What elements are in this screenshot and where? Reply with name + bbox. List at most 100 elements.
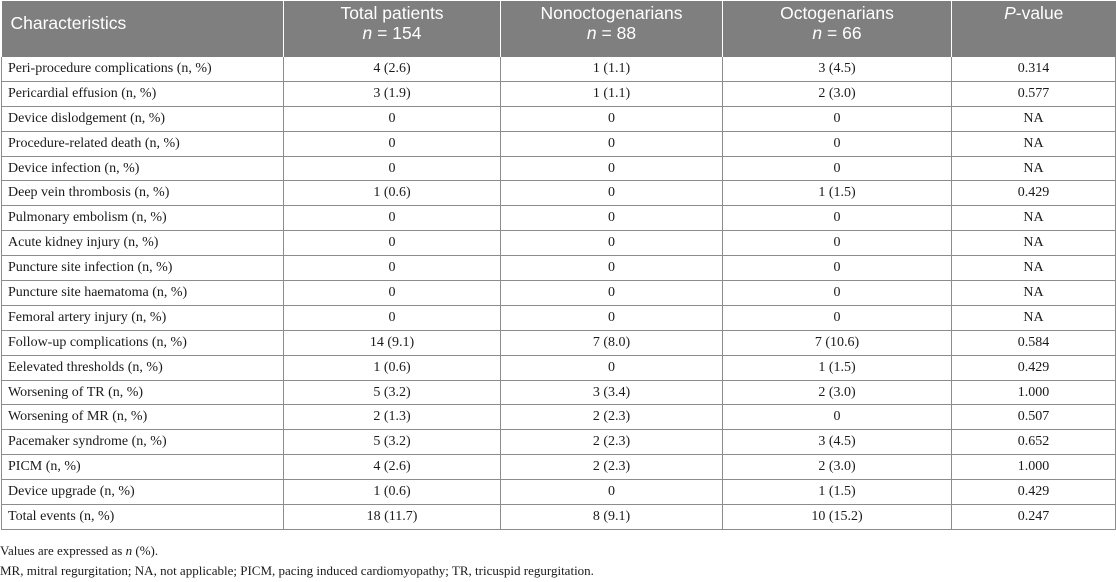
header-characteristics: Characteristics <box>1 1 284 57</box>
row-label: Puncture site infection (n, %) <box>1 255 284 282</box>
row-label: Pericardial effusion (n, %) <box>1 80 284 107</box>
nonoctogenarian-cell: 0 <box>500 280 723 306</box>
octogenarian-cell: 7 (10.6) <box>722 329 952 356</box>
p-value-cell: 1.000 <box>951 454 1116 481</box>
octogenarian-cell: 2 (3.0) <box>722 80 952 107</box>
nonoctogenarian-cell: 1 (1.1) <box>500 80 723 107</box>
row-label: Peri-procedure complications (n, %) <box>1 57 284 82</box>
octogenarian-cell: 0 <box>722 404 952 431</box>
table-row: Puncture site infection (n, %) 0 0 0 NA <box>1 255 1116 282</box>
p-value-cell: 0.314 <box>951 57 1116 82</box>
nonoctogenarian-cell: 0 <box>500 155 723 182</box>
nonoctogenarian-cell: 3 (3.4) <box>500 379 723 406</box>
p-value-cell: NA <box>951 130 1116 157</box>
octogenarian-cell: 1 (1.5) <box>722 479 952 506</box>
table-row: PICM (n, %) 4 (2.6) 2 (2.3) 2 (3.0) 1.000 <box>1 454 1116 481</box>
octogenarian-cell: 0 <box>722 230 952 257</box>
table-row: Peri-procedure complications (n, %) 4 (2.… <box>1 57 1116 82</box>
octogenarian-cell: 3 (4.5) <box>722 57 952 82</box>
total-cell: 18 (11.7) <box>283 504 501 530</box>
header-octogenarians: Octogenarians n = 66 <box>722 1 952 57</box>
octogenarian-cell: 0 <box>722 304 952 331</box>
row-label: Follow-up complications (n, %) <box>1 329 284 356</box>
p-value-cell: 1.000 <box>951 379 1116 406</box>
nonoctogenarian-cell: 0 <box>500 130 723 157</box>
row-label: Device infection (n, %) <box>1 155 284 182</box>
table-row: Femoral artery injury (n, %) 0 0 0 NA <box>1 304 1116 331</box>
total-cell: 14 (9.1) <box>283 329 501 356</box>
total-cell: 4 (2.6) <box>283 57 501 82</box>
total-cell: 5 (3.2) <box>283 379 501 406</box>
nonoctogenarian-cell: 2 (2.3) <box>500 404 723 431</box>
nonoctogenarian-cell: 0 <box>500 354 723 381</box>
header-p-value: P-value <box>951 1 1116 57</box>
p-value-cell: 0.429 <box>951 479 1116 506</box>
p-value-cell: NA <box>951 105 1116 132</box>
table-row: Device infection (n, %) 0 0 0 NA <box>1 155 1116 182</box>
table-row: Acute kidney injury (n, %) 0 0 0 NA <box>1 230 1116 257</box>
row-label: PICM (n, %) <box>1 454 284 481</box>
octogenarian-cell: 0 <box>722 280 952 306</box>
table-body: Peri-procedure complications (n, %) 4 (2.… <box>1 57 1116 530</box>
octogenarian-cell: 3 (4.5) <box>722 429 952 456</box>
octogenarian-cell: 0 <box>722 155 952 182</box>
row-label: Femoral artery injury (n, %) <box>1 304 284 331</box>
octogenarian-cell: 10 (15.2) <box>722 504 952 530</box>
table-row: Worsening of MR (n, %) 2 (1.3) 2 (2.3) 0 0.5… <box>1 404 1116 431</box>
octogenarian-cell: 1 (1.5) <box>722 354 952 381</box>
total-cell: 0 <box>283 155 501 182</box>
table-row: Worsening of TR (n, %) 5 (3.2) 3 (3.4) 2 (3… <box>1 379 1116 406</box>
table-header: Characteristics Total patients n = 154 N… <box>1 1 1116 57</box>
abbreviations-note: MR, mitral regurgitation; NA, not applic… <box>0 563 594 578</box>
table-row: Device dislodgement (n, %) 0 0 0 NA <box>1 105 1116 132</box>
table-row: Device upgrade (n, %) 1 (0.6) 0 1 (1.5) 0.42… <box>1 479 1116 506</box>
row-label: Pacemaker syndrome (n, %) <box>1 429 284 456</box>
nonoctogenarian-cell: 2 (2.3) <box>500 429 723 456</box>
row-label: Procedure-related death (n, %) <box>1 130 284 157</box>
total-cell: 1 (0.6) <box>283 180 501 207</box>
p-value-cell: NA <box>951 205 1116 232</box>
nonoctogenarian-cell: 0 <box>500 105 723 132</box>
header-nonoctogenarians: Nonoctogenarians n = 88 <box>500 1 723 57</box>
total-cell: 0 <box>283 130 501 157</box>
p-value-cell: 0.507 <box>951 404 1116 431</box>
nonoctogenarian-cell: 0 <box>500 255 723 282</box>
nonoctogenarian-cell: 0 <box>500 304 723 331</box>
p-value-cell: 0.247 <box>951 504 1116 530</box>
total-cell: 0 <box>283 230 501 257</box>
table-notes: Values are expressed as n (%). MR, mitra… <box>0 541 594 581</box>
table-row: Pericardial effusion (n, %) 3 (1.9) 1 (1.1… <box>1 80 1116 107</box>
total-cell: 0 <box>283 255 501 282</box>
header-row: Characteristics Total patients n = 154 N… <box>1 1 1116 57</box>
octogenarian-cell: 1 (1.5) <box>722 180 952 207</box>
total-cell: 0 <box>283 280 501 306</box>
nonoctogenarian-cell: 0 <box>500 180 723 207</box>
values-note: Values are expressed as n (%). <box>0 543 159 558</box>
row-label: Device upgrade (n, %) <box>1 479 284 506</box>
nonoctogenarian-cell: 0 <box>500 205 723 232</box>
total-cell: 5 (3.2) <box>283 429 501 456</box>
total-cell: 1 (0.6) <box>283 354 501 381</box>
octogenarian-cell: 2 (3.0) <box>722 379 952 406</box>
total-cell: 3 (1.9) <box>283 80 501 107</box>
p-value-cell: 0.429 <box>951 354 1116 381</box>
row-label: Total events (n, %) <box>1 504 284 530</box>
row-label: Pulmonary embolism (n, %) <box>1 205 284 232</box>
p-value-cell: NA <box>951 255 1116 282</box>
p-value-cell: NA <box>951 155 1116 182</box>
octogenarian-cell: 2 (3.0) <box>722 454 952 481</box>
total-cell: 0 <box>283 205 501 232</box>
total-cell: 4 (2.6) <box>283 454 501 481</box>
nonoctogenarian-cell: 2 (2.3) <box>500 454 723 481</box>
row-label: Acute kidney injury (n, %) <box>1 230 284 257</box>
table-row: Total events (n, %) 18 (11.7) 8 (9.1) 10 (1… <box>1 504 1116 530</box>
row-label: Worsening of MR (n, %) <box>1 404 284 431</box>
nonoctogenarian-cell: 1 (1.1) <box>500 57 723 82</box>
complications-table: Characteristics Total patients n = 154 N… <box>1 1 1116 530</box>
row-label: Deep vein thrombosis (n, %) <box>1 180 284 207</box>
row-label: Eelevated thresholds (n, %) <box>1 354 284 381</box>
table-row: Procedure-related death (n, %) 0 0 0 NA <box>1 130 1116 157</box>
octogenarian-cell: 0 <box>722 255 952 282</box>
row-label: Puncture site haematoma (n, %) <box>1 280 284 306</box>
p-value-cell: 0.429 <box>951 180 1116 207</box>
